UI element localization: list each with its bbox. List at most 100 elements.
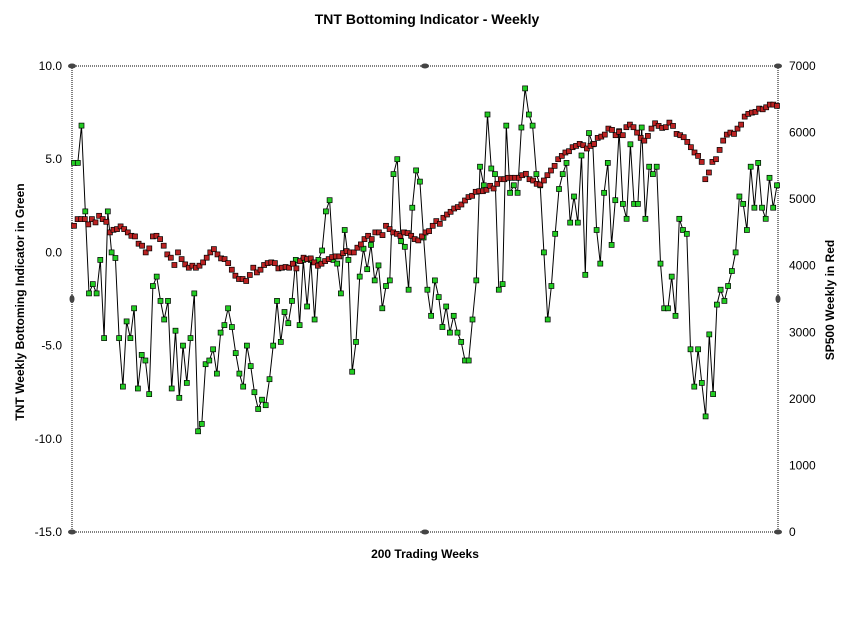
indicator-point — [706, 331, 713, 338]
indicator-point — [247, 363, 254, 369]
indicator-point — [210, 346, 216, 353]
indicator-point — [653, 163, 660, 170]
indicator-point — [533, 171, 540, 177]
indicator-point — [680, 227, 686, 233]
left-axis: 10.0 5.0 0.0 -5.0 -10.0 -15.0 — [35, 59, 63, 539]
sp500-point — [713, 156, 719, 163]
sp500-point — [415, 237, 422, 244]
indicator-point — [120, 383, 126, 390]
indicator-point — [334, 260, 341, 267]
indicator-point — [762, 215, 769, 222]
indicator-point — [507, 189, 513, 196]
sp500-point — [81, 216, 88, 222]
series-points — [71, 85, 780, 435]
indicator-point — [428, 312, 434, 319]
indicator-point — [225, 305, 231, 312]
sp500-point — [365, 232, 371, 239]
indicator-point — [259, 396, 265, 403]
indicator-point — [578, 152, 585, 159]
indicator-point — [582, 271, 589, 278]
sp500-point — [361, 236, 368, 242]
sp500-point — [307, 255, 314, 262]
indicator-point — [93, 290, 100, 297]
sp500-point — [688, 144, 694, 151]
indicator-point — [597, 260, 604, 267]
indicator-point — [326, 197, 333, 204]
sp500-point — [175, 249, 181, 256]
indicator-point — [432, 277, 438, 284]
indicator-point — [717, 286, 724, 293]
indicator-point — [751, 204, 758, 211]
sp500-point — [228, 266, 235, 273]
indicator-point — [270, 342, 277, 349]
sp500-point — [368, 236, 375, 242]
indicator-point — [567, 219, 574, 226]
indicator-point — [672, 312, 679, 319]
right-tick-label: 1000 — [789, 458, 816, 472]
sp500-point — [286, 264, 293, 271]
sp500-point — [336, 253, 343, 260]
indicator-point — [285, 320, 292, 327]
indicator-point — [620, 201, 626, 207]
sp500-point — [648, 125, 655, 132]
indicator-point — [176, 394, 183, 401]
left-tick-label: 0.0 — [45, 245, 62, 259]
sp500-point — [167, 254, 174, 261]
indicator-point — [488, 165, 495, 172]
indicator-point — [356, 273, 363, 280]
sp500-point — [246, 272, 253, 278]
plot-frame — [68, 63, 782, 535]
indicator-point — [304, 303, 310, 310]
indicator-point — [244, 342, 250, 349]
indicator-point — [623, 215, 630, 222]
indicator-point — [311, 316, 318, 323]
indicator-point — [104, 208, 111, 215]
sp500-point — [426, 228, 432, 234]
indicator-point — [135, 385, 141, 392]
indicator-point — [161, 316, 168, 323]
indicator-point — [371, 277, 378, 284]
indicator-point — [529, 122, 536, 129]
sp500-point — [670, 123, 676, 129]
indicator-point — [375, 262, 382, 269]
indicator-point — [274, 298, 280, 304]
indicator-point — [604, 160, 611, 166]
indicator-point — [736, 193, 743, 200]
sp500-point — [89, 216, 95, 222]
indicator-point — [710, 391, 716, 397]
indicator-point — [676, 215, 683, 222]
indicator-point — [698, 380, 705, 386]
indicator-point — [458, 339, 465, 345]
indicator-line — [74, 88, 778, 432]
indicator-point — [601, 189, 607, 196]
sp500-point — [698, 159, 705, 165]
sp500-point — [146, 245, 153, 252]
indicator-point — [165, 298, 171, 304]
sp500-point — [774, 103, 780, 109]
indicator-point — [405, 286, 412, 293]
indicator-point — [435, 294, 442, 300]
right-tick-label: 5000 — [789, 192, 816, 206]
indicator-point — [217, 329, 224, 336]
sp500-point — [221, 256, 228, 262]
indicator-point — [398, 238, 404, 245]
indicator-point — [766, 174, 773, 181]
indicator-point — [691, 383, 698, 390]
sp500-point — [293, 265, 300, 272]
indicator-point — [296, 322, 303, 328]
indicator-point — [150, 283, 156, 289]
sp500-point — [609, 127, 615, 133]
indicator-point — [732, 249, 739, 256]
sp500-point — [684, 139, 691, 145]
sp500-point — [630, 124, 637, 131]
sp500-point — [196, 262, 203, 269]
indicator-point — [593, 227, 600, 233]
indicator-point — [349, 368, 356, 375]
indicator-point — [202, 361, 209, 368]
left-tick-label: -15.0 — [35, 525, 63, 539]
sp500-point — [225, 260, 232, 266]
indicator-point — [368, 242, 374, 248]
indicator-point — [97, 257, 104, 263]
indicator-point — [526, 111, 532, 118]
series-lines — [74, 88, 778, 432]
